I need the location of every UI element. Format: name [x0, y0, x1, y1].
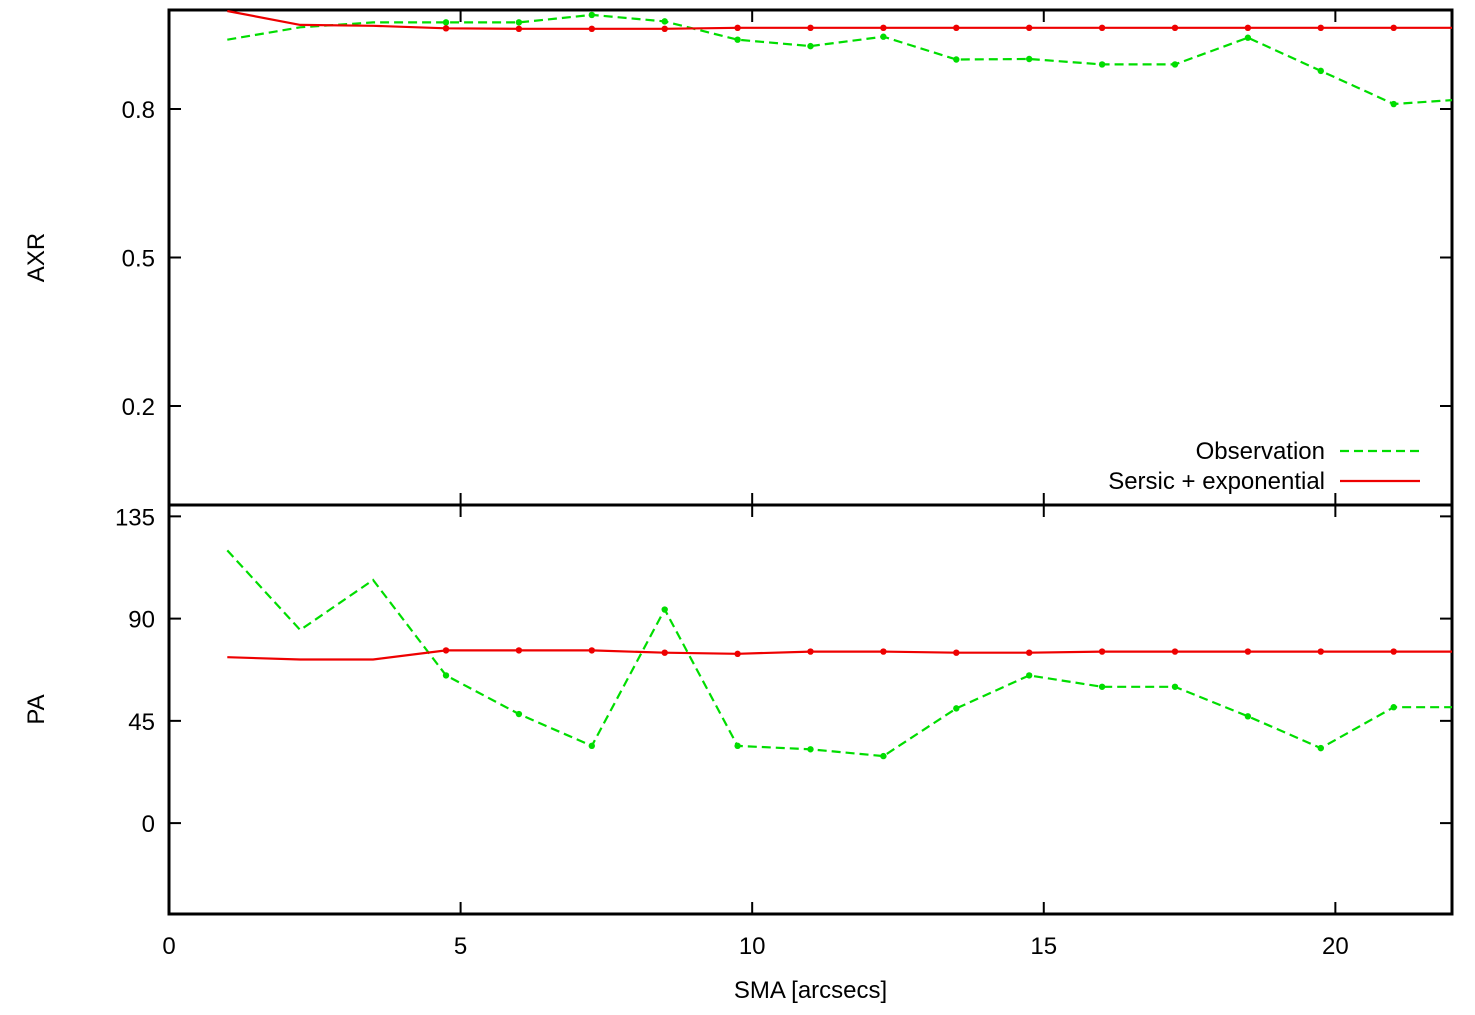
observation-line: [226, 549, 1452, 758]
sersic-exponential-point: [588, 647, 596, 654]
sersic-exponential-point: [1317, 24, 1324, 32]
sersic-exponential-point: [734, 650, 741, 658]
observation-point: [1317, 744, 1324, 752]
observation-point: [661, 18, 668, 25]
observation-point: [953, 56, 960, 63]
y-tick-label: 135: [115, 504, 155, 531]
sersic-exponential-point: [1098, 648, 1106, 655]
y-tick-label: 90: [128, 607, 155, 634]
y-tick-label: 0: [142, 811, 155, 838]
observation-point: [1317, 67, 1324, 75]
y-tick-label: 0.2: [122, 394, 155, 421]
sersic-exponential-point: [1098, 24, 1106, 32]
sersic-exponential-point: [1025, 649, 1033, 656]
x-axis-title: SMA [arcsecs]: [734, 977, 887, 1004]
axr-panel: 0.2 0.5 0.8 AXR Observation Sersic + exponent…: [23, 8, 1454, 507]
y-axis-title: PA: [23, 694, 50, 724]
sersic-exponential-point: [661, 649, 668, 656]
series-group: [227, 10, 1452, 108]
observation-point: [807, 746, 814, 753]
observation-point: [1098, 61, 1106, 68]
observation-point: [1098, 683, 1106, 690]
y-axis-title: AXR: [23, 233, 50, 282]
observation-point: [880, 752, 887, 760]
pa-panel: 0 45 90 135 0 5 10 15 20 PA SMA [arcsecs]: [23, 503, 1454, 1004]
plot-frame: [167, 503, 1454, 916]
observation-point: [588, 742, 596, 750]
observation-point: [1171, 61, 1179, 68]
sersic-exponential-point: [807, 648, 814, 655]
y-tick-label: 0.8: [122, 97, 155, 124]
sersic-exponential-point: [1317, 648, 1324, 655]
sersic-exponential-point: [807, 24, 814, 32]
sersic-exponential-point: [1390, 648, 1397, 655]
x-tick-label: 0: [162, 933, 175, 960]
series-group: [226, 549, 1452, 760]
observation-point: [807, 42, 814, 50]
observation-point: [953, 705, 960, 712]
sersic-exponential-point: [1171, 24, 1179, 32]
x-tick-label: 5: [454, 933, 467, 960]
observation-point: [588, 11, 596, 19]
observation-point: [515, 710, 523, 718]
sersic-exponential-point: [1025, 24, 1033, 32]
sersic-exponential-point: [1390, 24, 1397, 32]
sersic-exponential-point: [880, 648, 887, 655]
observation-point: [734, 742, 741, 750]
observation-point: [661, 606, 668, 613]
sersic-exponential-line: [227, 10, 1452, 30]
observation-point: [1244, 34, 1252, 41]
x-tick-label: 15: [1030, 933, 1057, 960]
observation-point: [1244, 713, 1252, 720]
x-tick-label: 20: [1322, 933, 1349, 960]
y-tick-label: 45: [128, 709, 155, 736]
sersic-exponential-point: [515, 25, 523, 33]
sersic-exponential-line: [227, 649, 1452, 661]
sersic-exponential-point: [880, 24, 887, 32]
sersic-exponential-point: [588, 25, 596, 33]
observation-point: [1025, 55, 1033, 63]
y-tick-label: 0.5: [122, 246, 155, 273]
sersic-exponential-point: [734, 24, 741, 32]
observation-point: [1171, 683, 1179, 690]
observation-point: [1025, 672, 1033, 679]
plot-frame: [167, 8, 1454, 507]
observation-point: [1390, 704, 1397, 711]
observation-point: [442, 672, 450, 679]
observation-line: [227, 13, 1452, 106]
sersic-exponential-point: [661, 25, 668, 33]
legend-label-observation: Observation: [1196, 438, 1325, 465]
x-tick-label: 10: [739, 933, 766, 960]
sersic-exponential-point: [953, 24, 960, 32]
sersic-exponential-point: [442, 25, 450, 32]
observation-point: [442, 19, 450, 26]
observation-point: [1390, 100, 1397, 108]
sersic-exponential-point: [442, 647, 450, 654]
sersic-exponential-point: [1171, 648, 1179, 655]
sersic-exponential-point: [1244, 24, 1252, 32]
observation-point: [515, 19, 523, 26]
legend-label-sersic-exponential: Sersic + exponential: [1108, 468, 1325, 495]
sersic-exponential-point: [953, 649, 960, 656]
observation-point: [880, 33, 887, 40]
sersic-exponential-point: [1244, 648, 1252, 655]
sersic-exponential-point: [515, 647, 523, 654]
observation-point: [734, 36, 741, 43]
